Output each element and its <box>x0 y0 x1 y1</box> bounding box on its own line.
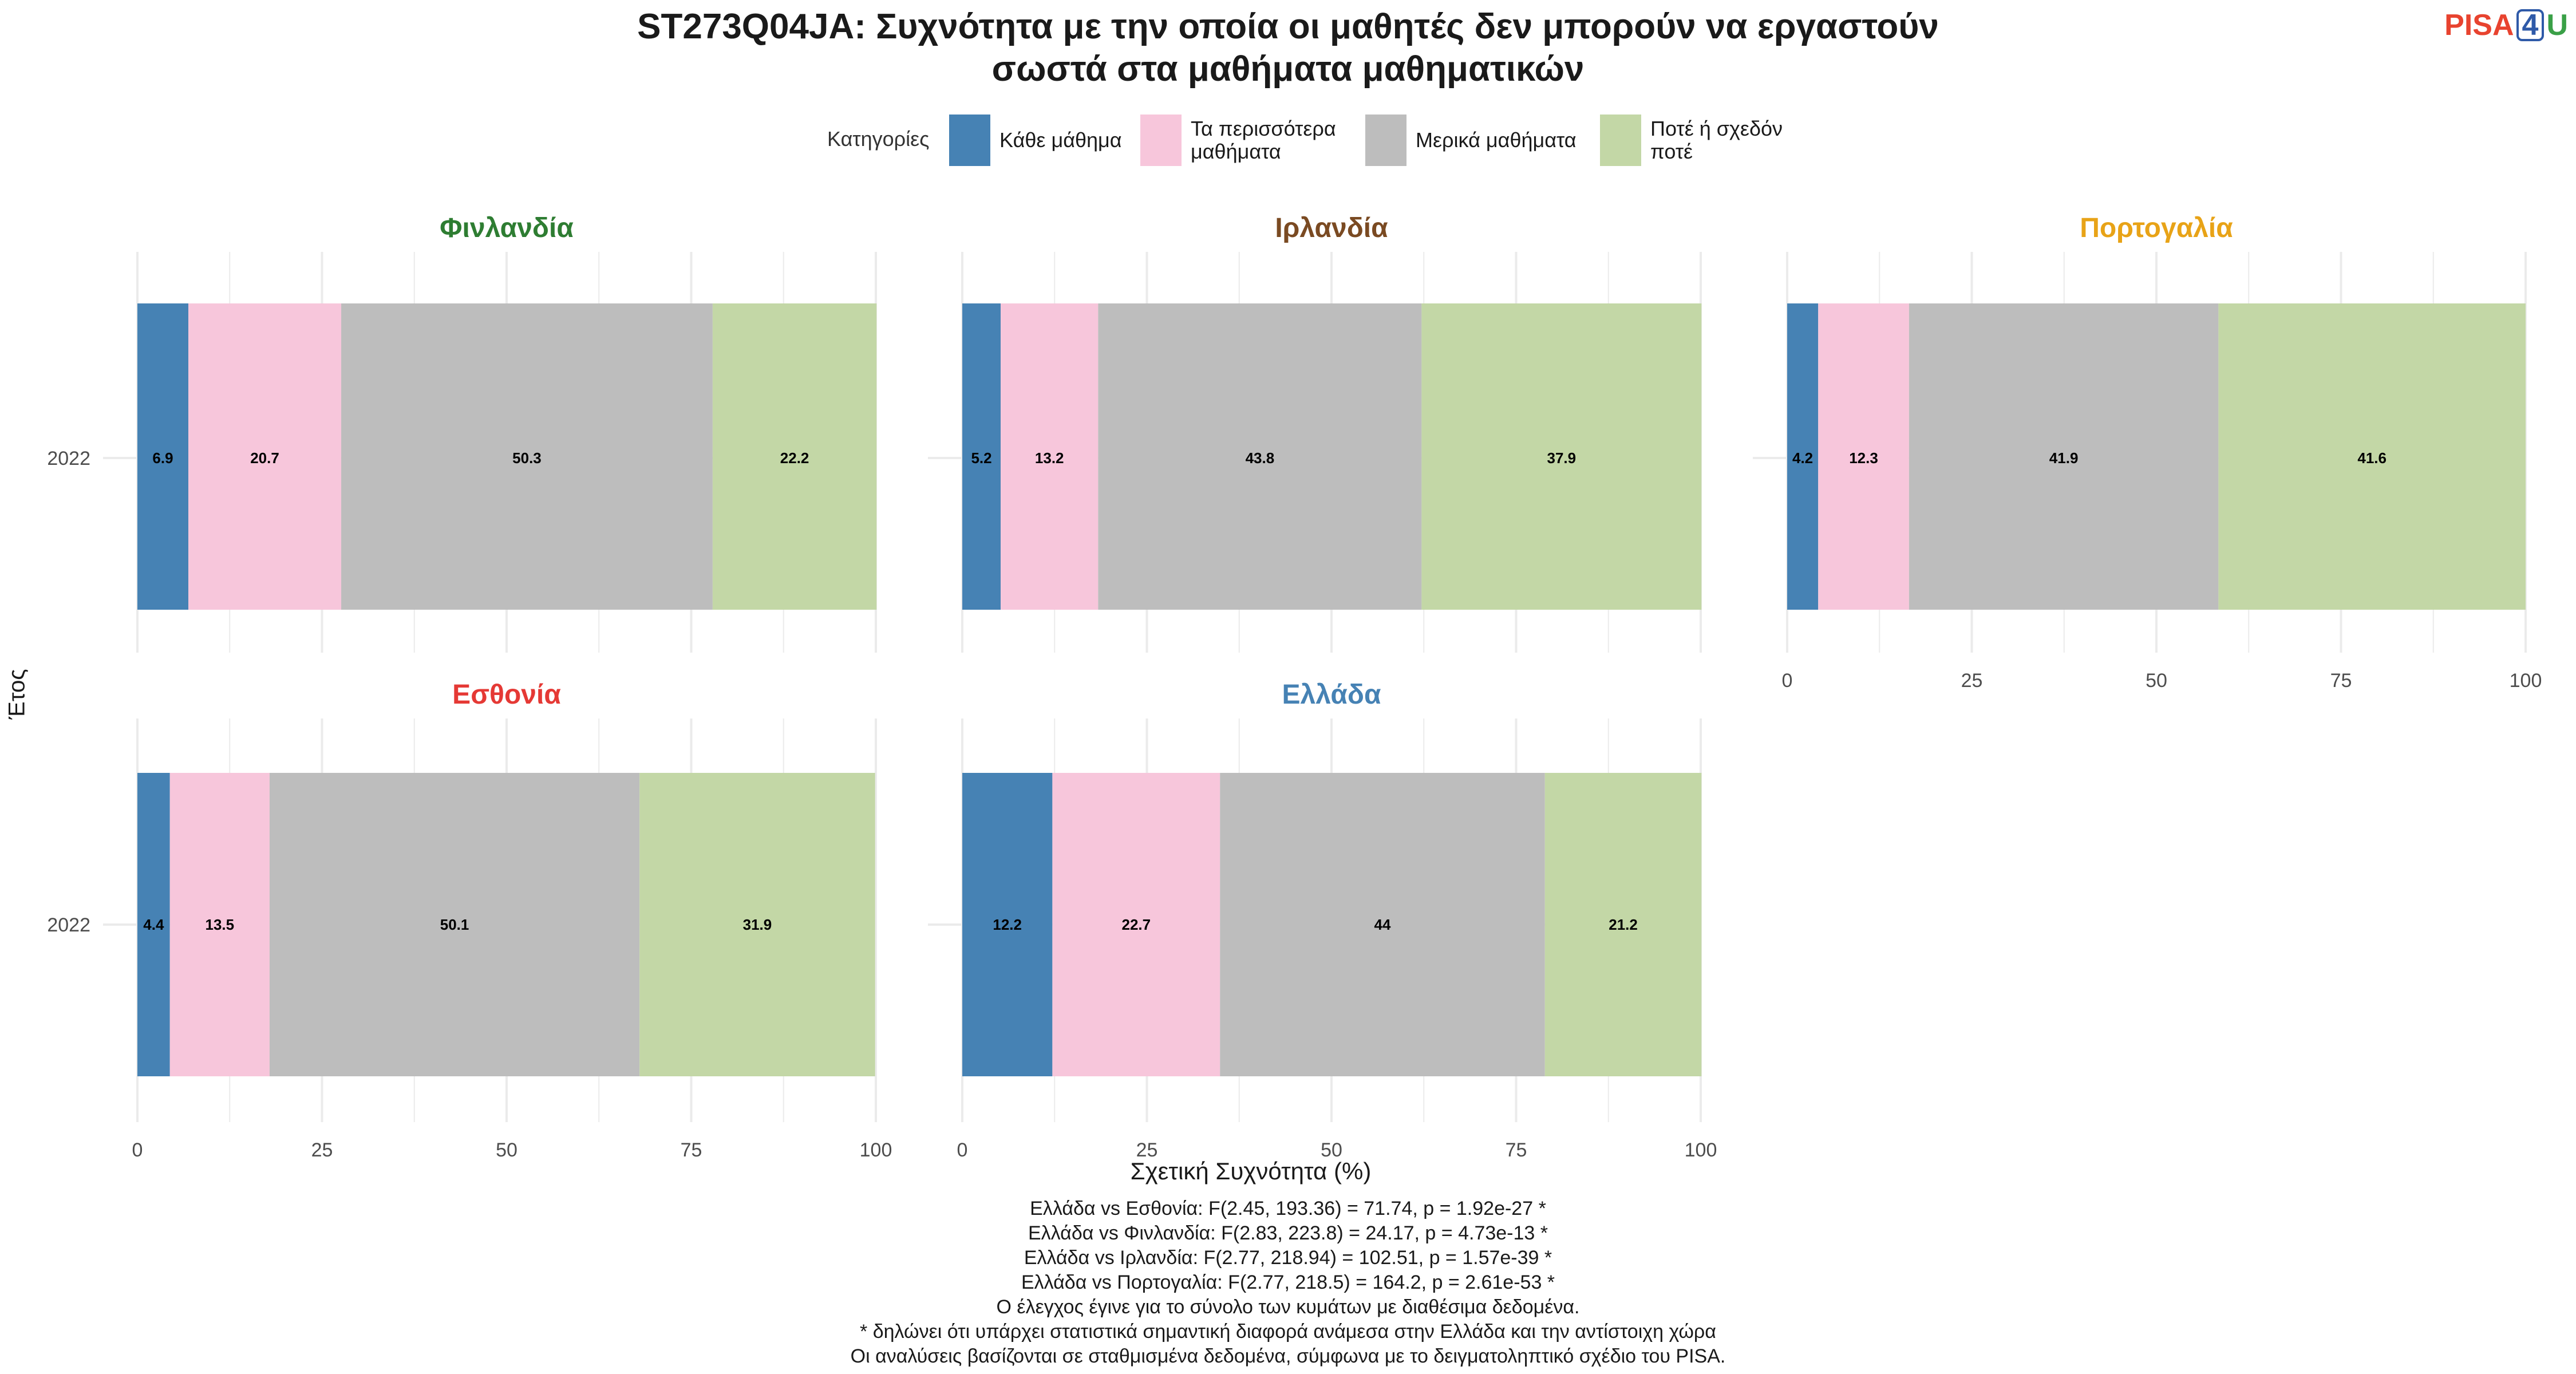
x-tick-label: 25 <box>311 1139 333 1161</box>
legend-label: Κάθε μάθημα <box>999 128 1122 152</box>
legend-swatch <box>1140 114 1182 166</box>
bar-segment <box>712 303 877 610</box>
legend-label: Μερικά μαθήματα <box>1416 128 1577 152</box>
statistical-notes: Ελλάδα vs Εσθονία: F(2.45, 193.36) = 71.… <box>0 1197 2576 1369</box>
data-label: 20.7 <box>250 449 279 467</box>
bar-segment <box>269 773 640 1076</box>
data-label: 13.5 <box>206 916 235 933</box>
bar-segment <box>1909 303 2219 610</box>
data-label: 5.2 <box>971 449 991 467</box>
bar-segment <box>188 303 342 610</box>
logo-u-text: U <box>2546 9 2568 42</box>
note-line: Ελλάδα vs Πορτογαλία: F(2.77, 218.5) = 1… <box>1021 1272 1555 1293</box>
x-tick-label: 100 <box>860 1139 892 1161</box>
data-label: 31.9 <box>743 916 772 933</box>
bar-segment <box>1787 303 1819 610</box>
x-axis-label: Σχετική Συχνότητα (%) <box>1130 1158 1372 1185</box>
bar-segment <box>639 773 875 1076</box>
bar-segment <box>1818 303 1909 610</box>
data-label: 6.9 <box>152 449 173 467</box>
x-tick-label: 50 <box>1321 1139 1342 1161</box>
x-tick-label: 50 <box>2146 670 2167 692</box>
legend-title: Κατηγορίες <box>827 127 930 151</box>
chart-title-line-1: ST273Q04JA: Συχνότητα με την οποία οι μα… <box>637 7 1939 46</box>
legend-label: Τα περισσότερα μαθήματα <box>1191 117 1336 163</box>
chart-title: ST273Q04JA: Συχνότητα με την οποία οι μα… <box>0 6 2576 90</box>
panel-title-0: Φινλανδία <box>440 213 574 243</box>
x-tick-label: 0 <box>132 1139 143 1161</box>
y-tick-label: 2022 <box>47 914 90 936</box>
bar-segment <box>1544 773 1702 1076</box>
data-label: 44 <box>1374 916 1391 933</box>
bar-segment <box>962 773 1053 1076</box>
bar-segment <box>137 773 170 1076</box>
note-line: Ελλάδα vs Εσθονία: F(2.45, 193.36) = 71.… <box>1030 1198 1546 1219</box>
note-line: Ελλάδα vs Φινλανδία: F(2.83, 223.8) = 24… <box>1028 1222 1548 1244</box>
x-tick-label: 75 <box>1506 1139 1527 1161</box>
data-label: 12.3 <box>1849 449 1878 467</box>
data-label: 41.9 <box>2049 449 2079 467</box>
y-tick-label: 2022 <box>47 448 90 469</box>
chart-title-line-2: σωστά στα μαθήματα μαθηματικών <box>991 49 1585 89</box>
data-label: 43.8 <box>1246 449 1275 467</box>
data-label: 21.2 <box>1609 916 1638 933</box>
x-tick-label: 75 <box>2330 670 2352 692</box>
x-tick-label: 0 <box>1782 670 1793 692</box>
x-tick-label: 100 <box>1685 1139 1717 1161</box>
x-tick-label: 0 <box>957 1139 968 1161</box>
bar-segment <box>137 303 189 610</box>
data-label: 13.2 <box>1035 449 1064 467</box>
pisa4u-logo: PISA 4 U <box>2444 8 2568 42</box>
note-line: Ο έλεγχος έγινε για το σύνολο των κυμάτω… <box>996 1296 1580 1318</box>
x-tick-label: 75 <box>681 1139 702 1161</box>
legend: Κατηγορίες Κάθε μάθημα Τα περισσότερα μα… <box>0 114 2576 166</box>
x-tick-label: 50 <box>496 1139 517 1161</box>
x-tick-label: 25 <box>1961 670 1983 692</box>
legend-swatch <box>1365 114 1406 166</box>
bar-segment <box>169 773 270 1076</box>
panel-title-1: Ιρλανδία <box>1275 213 1388 243</box>
data-label: 22.7 <box>1121 916 1151 933</box>
bar-segment <box>1421 303 1702 610</box>
bar-segment <box>1220 773 1545 1076</box>
data-label: 4.4 <box>143 916 164 933</box>
note-line: Ελλάδα vs Ιρλανδία: F(2.77, 218.94) = 10… <box>1024 1247 1552 1269</box>
legend-label: Ποτέ ή σχεδόν ποτέ <box>1650 117 1783 163</box>
bar-segment <box>341 303 713 610</box>
note-line: Οι αναλύσεις βασίζονται σε σταθμισμένα δ… <box>850 1345 1726 1367</box>
legend-swatch <box>1600 114 1641 166</box>
data-label: 50.1 <box>440 916 469 933</box>
logo-pisa-text: PISA <box>2444 9 2514 42</box>
data-label: 41.6 <box>2357 449 2387 467</box>
data-label: 12.2 <box>993 916 1022 933</box>
bar-segment <box>2218 303 2526 610</box>
note-line: * δηλώνει ότι υπάρχει στατιστικά σημαντι… <box>860 1321 1716 1343</box>
data-label: 37.9 <box>1547 449 1577 467</box>
data-label: 22.2 <box>780 449 809 467</box>
bar-segment <box>962 303 1001 610</box>
data-label: 4.2 <box>1792 449 1813 467</box>
panel-title-3: Εσθονία <box>452 680 561 710</box>
panel-title-2: Πορτογαλία <box>2080 213 2233 243</box>
y-axis-label: Έτος <box>4 669 30 720</box>
x-tick-label: 100 <box>2510 670 2542 692</box>
logo-number-badge: 4 <box>2516 9 2545 41</box>
panel-title-4: Ελλάδα <box>1282 680 1381 710</box>
x-tick-label: 25 <box>1136 1139 1158 1161</box>
bar-segment <box>1052 773 1220 1076</box>
bar-segment <box>1098 303 1422 610</box>
legend-swatch <box>949 114 990 166</box>
bar-segment <box>1001 303 1099 610</box>
data-label: 50.3 <box>512 449 542 467</box>
